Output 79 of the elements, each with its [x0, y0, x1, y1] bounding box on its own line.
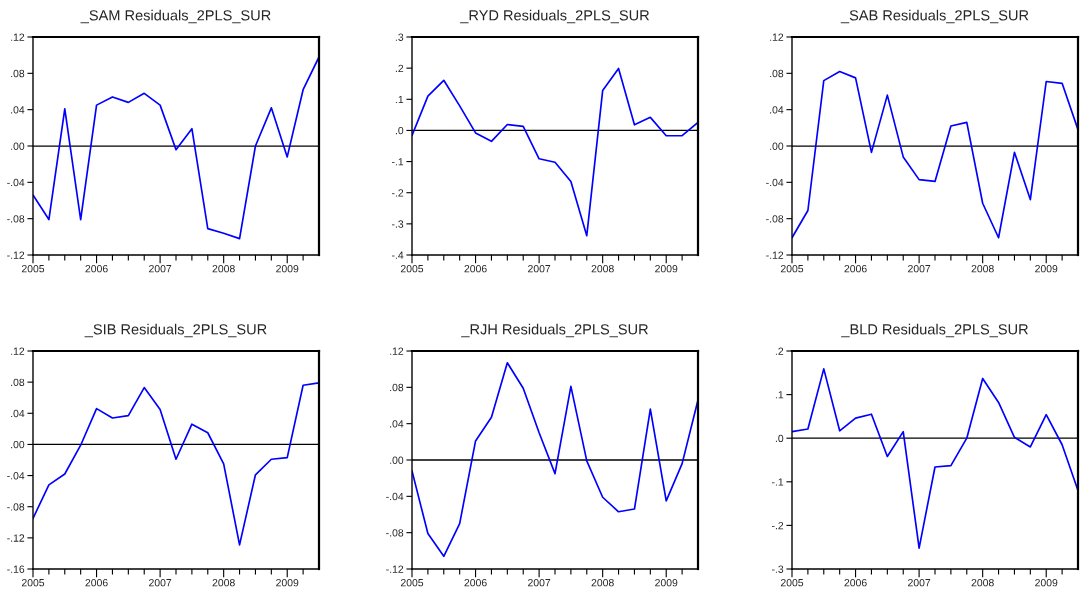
y-tick-label: .08 — [11, 69, 25, 78]
y-tick-label: -.2 — [391, 189, 404, 197]
x-tick-label: 2005 — [780, 265, 804, 273]
y-tick-label: .1 — [775, 391, 784, 399]
y-tick-label: .2 — [395, 64, 404, 72]
y-tick-label: -.4 — [391, 251, 404, 259]
y-tick-label: .12 — [770, 33, 784, 41]
chart-title: _BLD Residuals_2PLS_SUR — [841, 323, 1028, 338]
x-tick-label: 2008 — [971, 579, 994, 587]
chart-title: _RJH Residuals_2PLS_SUR — [461, 323, 648, 338]
y-tick-label: .12 — [390, 347, 404, 355]
x-tick-label: 2008 — [591, 579, 614, 587]
y-tick-label: -.3 — [391, 220, 404, 228]
y-tick-label: -.04 — [7, 178, 25, 187]
y-tick-label: .12 — [11, 33, 25, 41]
x-tick-label: 2009 — [1035, 265, 1058, 273]
y-tick-label: .04 — [11, 106, 25, 114]
x-tick-label: 2006 — [464, 265, 487, 273]
y-tick-label: .08 — [11, 378, 25, 387]
y-tick-label: -.1 — [391, 158, 404, 166]
y-tick-label: .12 — [11, 347, 25, 355]
y-tick-label: .3 — [395, 33, 404, 41]
y-tick-label: .00 — [770, 142, 784, 150]
x-tick-label: 2009 — [655, 579, 678, 587]
y-tick-label: -.3 — [771, 565, 784, 573]
x-tick-label: 2009 — [1035, 579, 1058, 587]
y-tick-label: -.08 — [7, 503, 25, 511]
y-tick-label: -.04 — [7, 472, 25, 480]
x-tick-label: 2005 — [21, 579, 45, 587]
y-tick-label: .00 — [390, 456, 404, 464]
x-tick-label: 2005 — [400, 579, 424, 587]
x-tick-label: 2005 — [21, 265, 45, 273]
y-tick-label: -.12 — [7, 534, 25, 542]
x-tick-label: 2005 — [400, 265, 424, 273]
y-tick-label: .00 — [11, 440, 25, 449]
y-tick-label: .1 — [395, 95, 404, 104]
x-tick-label: 2007 — [528, 579, 551, 587]
x-tick-label: 2008 — [212, 265, 235, 273]
x-tick-label: 2007 — [528, 265, 551, 273]
x-tick-label: 2006 — [844, 265, 867, 273]
y-tick-label: .08 — [770, 69, 784, 78]
x-tick-label: 2005 — [780, 579, 804, 587]
x-tick-label: 2007 — [908, 265, 931, 273]
y-tick-label: -.08 — [766, 215, 784, 223]
x-tick-label: 2007 — [149, 579, 172, 587]
y-tick-label: -.2 — [771, 521, 784, 530]
y-tick-label: -.1 — [771, 478, 784, 486]
x-tick-label: 2009 — [276, 579, 299, 587]
y-tick-label: -.12 — [7, 251, 25, 259]
y-tick-label: .00 — [11, 142, 25, 150]
y-tick-label: -.12 — [766, 251, 784, 259]
chart-title: _SAM Residuals_2PLS_SUR — [80, 9, 271, 24]
y-tick-label: -.04 — [386, 492, 404, 501]
y-tick-label: .04 — [390, 420, 404, 428]
x-tick-label: 2009 — [276, 265, 299, 273]
chart-title: _SIB Residuals_2PLS_SUR — [84, 323, 267, 338]
x-tick-label: 2008 — [591, 265, 614, 273]
y-tick-label: -.16 — [7, 565, 25, 573]
y-tick-label: .08 — [390, 383, 404, 392]
y-tick-label: .0 — [395, 126, 404, 135]
y-tick-label: -.08 — [386, 529, 404, 537]
y-tick-label: .0 — [775, 434, 784, 443]
y-tick-label: -.04 — [766, 178, 784, 187]
x-tick-label: 2006 — [85, 579, 108, 587]
chart-title: _SAB Residuals_2PLS_SUR — [840, 9, 1029, 24]
x-tick-label: 2007 — [908, 579, 931, 587]
x-tick-label: 2006 — [844, 579, 867, 587]
y-tick-label: -.08 — [7, 215, 25, 223]
x-tick-label: 2006 — [85, 265, 108, 273]
x-tick-label: 2009 — [655, 265, 678, 273]
x-tick-label: 2008 — [971, 265, 994, 273]
y-tick-label: .04 — [11, 409, 25, 418]
chart-title: _RYD Residuals_2PLS_SUR — [460, 9, 650, 24]
x-tick-label: 2007 — [149, 265, 172, 273]
y-tick-label: .2 — [775, 347, 784, 355]
y-tick-label: .04 — [770, 106, 784, 114]
y-tick-label: -.12 — [386, 565, 404, 573]
x-tick-label: 2006 — [464, 579, 487, 587]
x-tick-label: 2008 — [212, 579, 235, 587]
